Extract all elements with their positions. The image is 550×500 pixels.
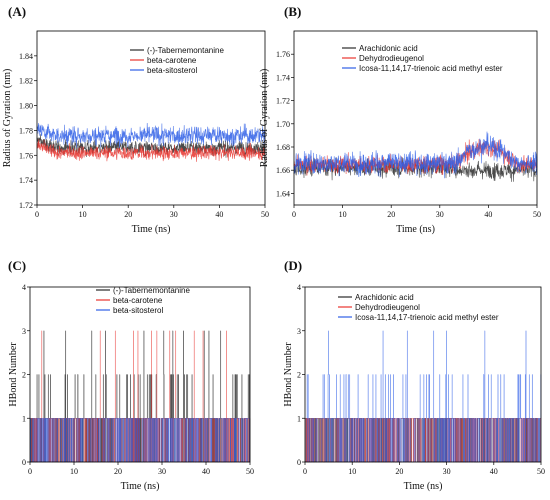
x-tick-label: 30 <box>170 210 178 219</box>
x-tick-label: 10 <box>339 210 347 219</box>
panel-b: (B) 0 10 20 30 40 50 1.64 1.66 1.68 1.70 1.72 1.74 1.… <box>259 4 541 235</box>
y-tick-label: 1.78 <box>19 126 33 135</box>
x-tick-label: 40 <box>202 467 210 476</box>
y-tick-label: 1 <box>297 414 301 423</box>
series-line-3 <box>36 122 266 148</box>
y-tick-label: 1.72 <box>276 97 290 106</box>
x-tick-label: 50 <box>246 467 254 476</box>
series-trace <box>293 131 538 179</box>
legend-label: Icosa-11,14,17-trienoic acid methyl este… <box>359 64 503 73</box>
y-axis-title: HBond Number <box>8 342 19 407</box>
series-line-2 <box>36 139 266 162</box>
y-tick-label: 1.80 <box>19 102 33 111</box>
y-tick-label: 2 <box>22 371 26 380</box>
y-tick-label: 4 <box>22 283 26 292</box>
x-tick-label: 10 <box>70 467 78 476</box>
legend-label: Icosa-11,14,17-trienoic acid methyl este… <box>355 313 499 322</box>
x-tick-label: 40 <box>484 210 492 219</box>
x-tick-label: 20 <box>114 467 122 476</box>
y-tick-label: 1.82 <box>19 77 33 86</box>
panel-letter: (D) <box>284 258 302 273</box>
x-tick-label: 30 <box>158 467 166 476</box>
x-tick-label: 50 <box>261 210 269 219</box>
legend: Arachidonic acidDehydrodieugenolIcosa-11… <box>338 293 499 322</box>
panel-a: (A) 0 10 20 30 40 50 1.72 1.74 1.76 1.78 1.80 1.82 1.… <box>2 4 269 235</box>
legend-label: (-)-Tabernemontanine <box>113 286 190 295</box>
legend-label: Dehydrodieugenol <box>359 54 424 63</box>
legend: (-)-Tabernemontaninebeta-carotenebeta-si… <box>130 46 224 75</box>
x-tick-label: 40 <box>215 210 223 219</box>
y-tick-label: 1.66 <box>276 166 290 175</box>
x-tick-label: 50 <box>533 210 541 219</box>
x-tick-label: 20 <box>124 210 132 219</box>
y-tick-label: 2 <box>297 371 301 380</box>
legend-label: beta-carotene <box>147 56 197 65</box>
legend: Arachidonic acidDehydrodieugenolIcosa-11… <box>342 44 503 73</box>
legend-label: Dehydrodieugenol <box>355 303 420 312</box>
y-tick-label: 0 <box>297 458 301 467</box>
x-tick-label: 10 <box>79 210 87 219</box>
panel-c: (C) 0 10 20 30 40 50 0 1 2 3 4 Time (ns) HBond Number… <box>8 258 254 492</box>
panel-letter: (B) <box>284 4 301 19</box>
plot-frame <box>293 30 538 206</box>
panel-letter: (A) <box>8 4 26 19</box>
plot-frame <box>36 30 266 206</box>
series-trace <box>36 122 266 148</box>
y-tick-label: 1.68 <box>276 143 290 152</box>
legend-label: Arachidonic acid <box>359 44 418 53</box>
y-tick-label: 4 <box>297 283 301 292</box>
y-tick-label: 1.76 <box>276 50 290 59</box>
y-tick-label: 1.74 <box>19 176 33 185</box>
legend-label: beta-carotene <box>113 296 163 305</box>
y-tick-label: 0 <box>22 458 26 467</box>
x-tick-label: 30 <box>443 467 451 476</box>
y-tick-label: 1.84 <box>19 52 33 61</box>
x-tick-label: 0 <box>292 210 296 219</box>
x-tick-label: 10 <box>348 467 356 476</box>
y-tick-label: 1.76 <box>19 151 33 160</box>
x-axis-title: Time (ns) <box>132 224 171 235</box>
series-line-3 <box>305 330 542 463</box>
y-tick-label: 1.64 <box>276 189 290 198</box>
y-tick-label: 1.70 <box>276 120 290 129</box>
legend: (-)-Tabernemontaninebeta-carotenebeta-si… <box>96 286 190 315</box>
x-axis-title: Time (ns) <box>121 481 160 492</box>
y-axis-title: Radius of Gyration (nm) <box>259 69 270 168</box>
legend-label: beta-sitosterol <box>113 306 163 315</box>
y-tick-label: 3 <box>297 327 301 336</box>
y-axis-title: Radius of Gyration (nm) <box>2 69 13 168</box>
y-tick-label: 3 <box>22 327 26 336</box>
x-tick-label: 0 <box>28 467 32 476</box>
x-tick-label: 0 <box>303 467 307 476</box>
x-tick-label: 0 <box>35 210 39 219</box>
x-tick-label: 30 <box>436 210 444 219</box>
y-tick-label: 1 <box>22 414 26 423</box>
x-tick-label: 40 <box>490 467 498 476</box>
panel-d: (D) 0 10 20 30 40 50 0 1 2 3 4 Time (ns) HBond Number… <box>283 258 545 492</box>
x-tick-label: 50 <box>537 467 545 476</box>
y-axis-title: HBond Number <box>283 342 294 407</box>
legend-label: Arachidonic acid <box>355 293 414 302</box>
series-trace <box>36 139 266 162</box>
x-tick-label: 20 <box>387 210 395 219</box>
x-axis-title: Time (ns) <box>404 481 443 492</box>
series-line-3 <box>293 131 538 179</box>
y-tick-label: 1.74 <box>276 73 290 82</box>
x-axis-title: Time (ns) <box>396 224 435 235</box>
legend-label: (-)-Tabernemontanine <box>147 46 224 55</box>
y-tick-label: 1.72 <box>19 201 33 210</box>
panel-letter: (C) <box>8 258 26 273</box>
legend-label: beta-sitosterol <box>147 66 197 75</box>
x-tick-label: 20 <box>395 467 403 476</box>
series-trace <box>305 330 542 463</box>
